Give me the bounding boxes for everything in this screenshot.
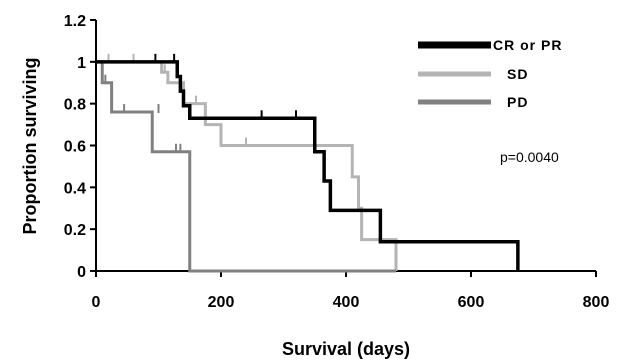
x-tick-label: 200: [208, 294, 235, 311]
x-ticks: 0 200 400 600 800: [92, 271, 610, 311]
km-curve-cr-or-pr: [96, 60, 520, 271]
x-tick-label: 800: [583, 294, 610, 311]
series-layer: [96, 53, 520, 273]
y-tick-label: 0.2: [64, 222, 86, 239]
km-curve-sd: [96, 60, 398, 271]
km-curve-pd: [96, 60, 396, 273]
y-tick-label: 0.8: [64, 97, 86, 114]
series-sd: [96, 53, 398, 271]
y-tick-label: 0.6: [64, 139, 86, 156]
legend-label-sd: SD: [507, 66, 528, 82]
x-tick-label: 400: [333, 294, 360, 311]
y-tick-label: 1: [77, 55, 86, 72]
x-axis-title: Survival (days): [282, 339, 410, 359]
y-tick-label: 0: [77, 264, 86, 281]
x-tick-label: 600: [458, 294, 485, 311]
y-ticks: 0 0.2 0.4 0.6 0.8 1 1.2: [64, 13, 96, 281]
p-value-annotation: p=0.0040: [500, 149, 559, 165]
legend: CR or PR SD PD: [418, 37, 562, 110]
series-pd: [96, 60, 396, 273]
x-tick-label: 0: [92, 294, 101, 311]
y-tick-label: 1.2: [64, 13, 86, 30]
series-cr-or-pr: [96, 53, 520, 271]
legend-label-cr-or-pr: CR or PR: [493, 37, 562, 53]
legend-label-pd: PD: [507, 94, 528, 110]
y-tick-label: 0.4: [64, 180, 86, 197]
y-axis-title: Proportion surviving: [20, 57, 40, 234]
